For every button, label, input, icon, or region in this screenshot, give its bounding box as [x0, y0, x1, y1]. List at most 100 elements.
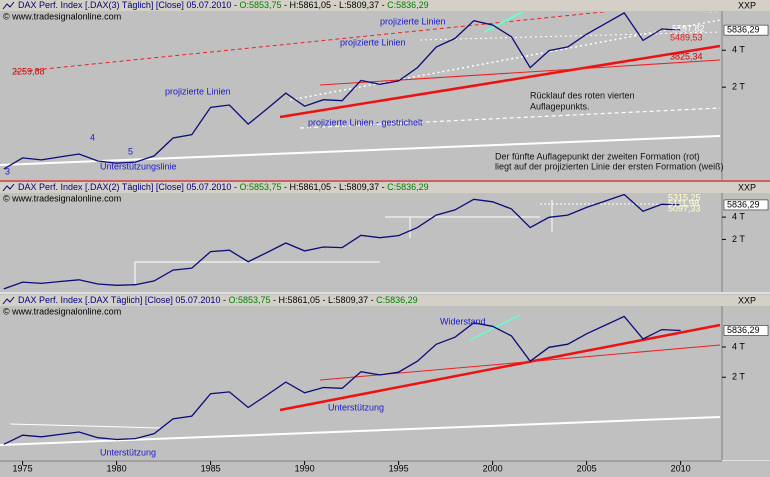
quote-separator: -	[231, 182, 239, 192]
trend-line	[299, 107, 721, 129]
quote-separator: -	[368, 295, 376, 305]
y-tick-label: 4 T	[732, 45, 745, 55]
quote-value: O:5853,75	[228, 295, 270, 305]
trend-line	[279, 323, 721, 412]
annotation: projizierte Linien	[340, 37, 406, 47]
quote-value: H:5861,05	[290, 182, 332, 192]
annotation: Unterstützungslinie	[100, 161, 177, 171]
annotation: 5597,82	[672, 23, 705, 33]
quote-separator: -	[271, 295, 279, 305]
trend-line	[484, 12, 525, 33]
quote-separator: -	[379, 182, 387, 192]
annotation: Der fünfte Auflagepunkt der zweiten Form…	[495, 151, 700, 161]
x-tick-label: 1995	[389, 463, 409, 473]
trend-line	[0, 416, 721, 446]
y-tick-label: 2 T	[732, 372, 745, 382]
x-tick-label: 1975	[13, 463, 33, 473]
quote-value: H:5861,05	[290, 0, 332, 10]
plot-area	[3, 194, 681, 290]
annotation: 3825,34	[670, 51, 703, 61]
quote-value: L:5809,37	[328, 295, 368, 305]
quote-separator: -	[331, 182, 339, 192]
axis-label: XXP	[738, 0, 756, 10]
title-text: DAX Perf. Index [.DAX(3) Täglich] [Close…	[18, 0, 231, 10]
last-value-box	[723, 24, 769, 36]
annotation: Auflagepunkts.	[530, 101, 590, 111]
quote-value: C:5836,29	[376, 295, 418, 305]
last-value-label: 5836,29	[727, 325, 760, 335]
axis-label: XXP	[738, 182, 756, 192]
last-value-label: 5836,29	[727, 24, 760, 34]
annotation: 5	[128, 146, 133, 156]
x-tick-label: 1985	[201, 463, 221, 473]
last-value-box	[723, 325, 769, 336]
price-line	[3, 315, 681, 445]
trend-line	[319, 59, 721, 86]
annotation: projizierte Linien - gestrichelt	[308, 117, 423, 127]
y-tick-label: 4 T	[732, 341, 745, 351]
panel-header	[0, 0, 770, 11]
quote-separator: -	[282, 182, 290, 192]
annotation: 5315,25	[668, 192, 701, 202]
quote-value: L:5809,37	[339, 182, 379, 192]
quote-separator: -	[320, 295, 328, 305]
quote-value: C:5836,29	[387, 0, 429, 10]
quote-separator: -	[282, 0, 290, 10]
axis-label: XXP	[738, 295, 756, 305]
price-line	[3, 12, 681, 170]
annotation: 5097,33	[668, 203, 701, 213]
plot-area	[0, 12, 721, 170]
trend-line	[279, 44, 721, 119]
panel-title: DAX Perf. Index [.DAX(3) Täglich] [Close…	[18, 0, 429, 10]
annotation: 5111,98	[668, 198, 699, 208]
annotation: 3	[5, 166, 10, 176]
x-tick-label: 2000	[483, 463, 503, 473]
quote-value: O:5853,75	[239, 0, 281, 10]
quote-value: L:5809,37	[339, 0, 379, 10]
trend-line	[9, 423, 161, 429]
annotation: 4	[90, 132, 95, 142]
x-tick-label: 2010	[671, 463, 691, 473]
annotation: projizierte Linien	[380, 16, 446, 26]
x-tick-label: 1980	[107, 463, 127, 473]
annotation: Unterstützung	[100, 447, 156, 457]
subtitle: © www.tradesignalonline.com	[3, 306, 121, 316]
chart-icon	[2, 296, 15, 305]
annotation: projizierte Linien	[165, 86, 231, 96]
panel-header	[0, 182, 770, 193]
panel-title: DAX Perf. Index [.DAX(2) Täglich] [Close…	[18, 182, 429, 192]
y-tick-label: 2 T	[732, 234, 745, 244]
x-tick-label: 1990	[295, 463, 315, 473]
panel-header	[0, 295, 770, 306]
annotation: Widerstand	[440, 316, 486, 326]
x-axis-area	[0, 461, 770, 477]
y-tick-label: 4 T	[732, 211, 745, 221]
price-line	[3, 194, 681, 290]
subtitle: © www.tradesignalonline.com	[3, 11, 121, 21]
trend-line	[0, 135, 721, 166]
annotation: 2259,88	[12, 66, 45, 76]
quote-value: O:5853,75	[239, 182, 281, 192]
plot-area	[0, 314, 721, 446]
y-tick-label: 2 T	[732, 82, 745, 92]
quote-separator: -	[379, 0, 387, 10]
title-text: DAX Perf. Index [.DAX Täglich] [Close] 0…	[18, 295, 220, 305]
annotation: Rücklauf des roten vierten	[530, 90, 635, 100]
quote-value: H:5861,05	[279, 295, 321, 305]
annotation: 5489,53	[670, 32, 703, 42]
x-tick-label: 2005	[577, 463, 597, 473]
chart-icon	[2, 1, 15, 10]
trend-line	[419, 31, 721, 41]
title-text: DAX Perf. Index [.DAX(2) Täglich] [Close…	[18, 182, 231, 192]
quote-separator: -	[220, 295, 228, 305]
subtitle: © www.tradesignalonline.com	[3, 193, 121, 203]
annotation: Unterstützung	[328, 402, 384, 412]
quote-separator: -	[231, 0, 239, 10]
last-value-box	[723, 199, 769, 211]
panel-title: DAX Perf. Index [.DAX Täglich] [Close] 0…	[18, 295, 418, 305]
quote-value: C:5836,29	[387, 182, 429, 192]
chart-icon	[2, 183, 15, 192]
quote-separator: -	[331, 0, 339, 10]
